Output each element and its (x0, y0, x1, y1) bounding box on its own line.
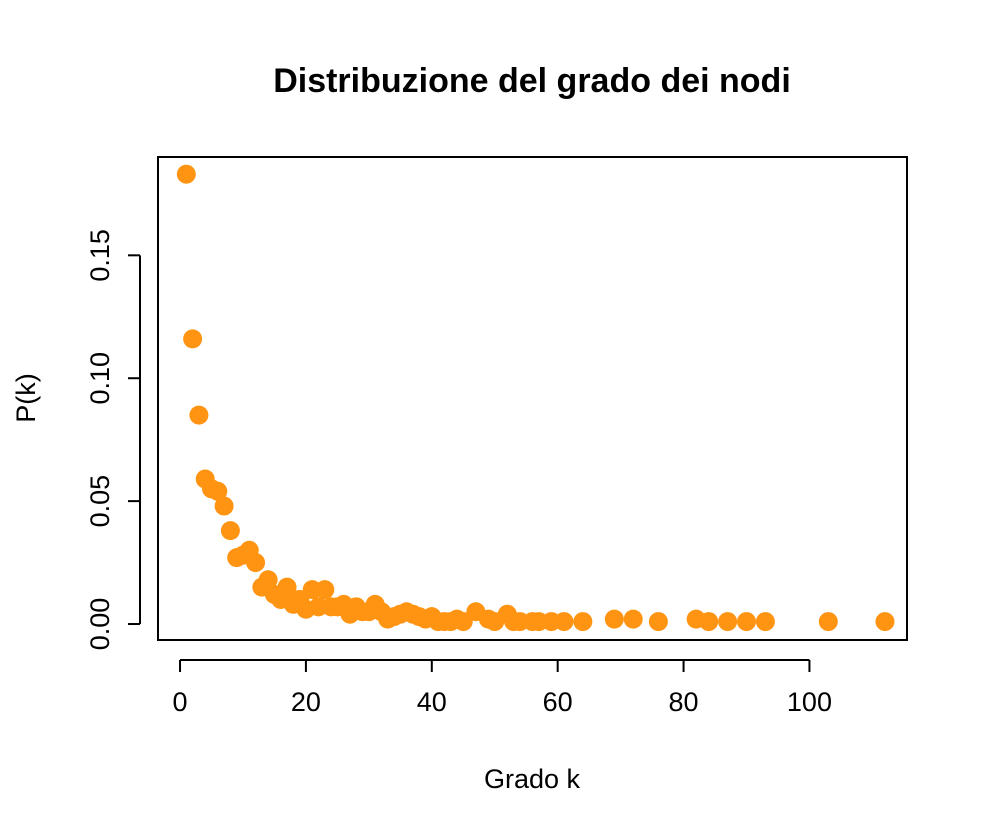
x-tick-label: 40 (417, 687, 447, 717)
data-point (176, 164, 196, 184)
data-point (718, 612, 738, 632)
data-point (755, 612, 775, 632)
y-tick-label: 0.00 (85, 598, 115, 651)
x-tick-label: 0 (173, 687, 188, 717)
data-point (818, 612, 838, 632)
y-axis-label: P(k) (11, 373, 41, 423)
y-tick-label: 0.15 (85, 229, 115, 282)
y-tick-label: 0.10 (85, 352, 115, 405)
x-axis-label: Grado k (484, 764, 581, 794)
chart-title: Distribuzione del grado dei nodi (273, 62, 791, 100)
data-point (189, 405, 209, 425)
data-point (220, 521, 240, 541)
data-point (258, 570, 278, 590)
data-point (208, 481, 228, 501)
data-point (648, 612, 668, 632)
data-point (573, 612, 593, 632)
data-point (623, 609, 643, 629)
data-point (554, 612, 574, 632)
x-axis: 0 20 40 60 80 100 (173, 659, 832, 717)
data-point (183, 329, 203, 349)
data-point (699, 612, 719, 632)
plot-frame (157, 156, 908, 641)
data-point (737, 612, 756, 632)
x-tick-label: 60 (543, 687, 573, 717)
data-point (214, 496, 234, 516)
data-point (875, 612, 895, 632)
x-tick-label: 80 (669, 687, 699, 717)
data-point (277, 577, 297, 597)
data-point (246, 553, 266, 573)
data-points (176, 164, 895, 632)
data-point (604, 609, 624, 629)
y-axis: 0.00 0.05 0.10 0.15 (85, 229, 141, 651)
x-tick-label: 100 (787, 687, 832, 717)
x-tick-label: 20 (291, 687, 321, 717)
data-point (315, 580, 335, 600)
y-tick-label: 0.05 (85, 475, 115, 528)
